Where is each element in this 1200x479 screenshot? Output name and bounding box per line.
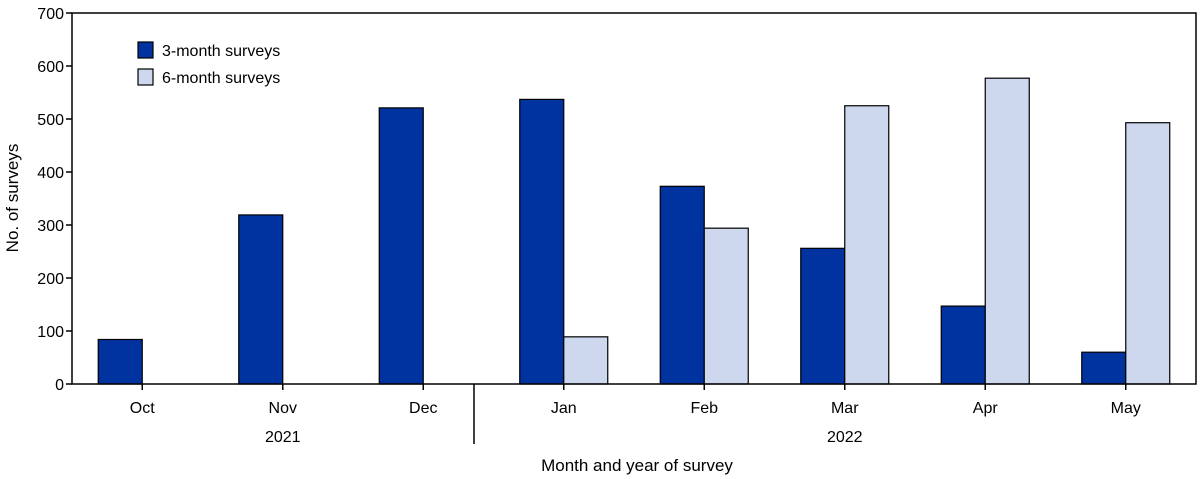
x-tick-label: Oct bbox=[130, 400, 155, 417]
bar-3-month-apr bbox=[940, 305, 986, 385]
x-tick-label: Apr bbox=[973, 400, 999, 417]
y-tick-label: 200 bbox=[37, 271, 64, 288]
x-tick-label: Feb bbox=[690, 400, 718, 417]
bar-6-month-jan bbox=[563, 336, 609, 385]
year-labels: 2021 2022 bbox=[265, 429, 863, 446]
year-label: 2021 bbox=[265, 429, 301, 446]
legend-swatch-3-month bbox=[137, 41, 154, 59]
y-tick-label: 500 bbox=[37, 112, 64, 129]
legend: 3-month surveys 6-month surveys bbox=[137, 41, 280, 87]
y-axis-ticks: 0 100 200 300 400 500 600 700 bbox=[37, 6, 72, 394]
y-axis-label: No. of surveys bbox=[3, 144, 22, 253]
legend-label: 6-month surveys bbox=[162, 70, 280, 87]
y-tick-label: 600 bbox=[37, 59, 64, 76]
x-axis-label: Month and year of survey bbox=[541, 456, 733, 475]
x-tick-label: Dec bbox=[409, 400, 437, 417]
x-tick-label: Jan bbox=[551, 400, 577, 417]
year-label: 2022 bbox=[827, 429, 863, 446]
x-tick-label: May bbox=[1111, 400, 1141, 417]
legend-label: 3-month surveys bbox=[162, 43, 280, 60]
bar-3-month-dec bbox=[378, 107, 424, 385]
y-tick-label: 0 bbox=[55, 377, 64, 394]
bars bbox=[97, 77, 1171, 385]
x-axis-ticks: Oct Nov Dec Jan Feb Mar Apr May bbox=[130, 384, 1141, 417]
bar-3-month-oct bbox=[97, 338, 143, 385]
bar-3-month-nov bbox=[238, 214, 284, 385]
bar-6-month-feb bbox=[703, 227, 749, 385]
x-tick-label: Nov bbox=[269, 400, 297, 417]
y-tick-label: 100 bbox=[37, 324, 64, 341]
y-tick-label: 700 bbox=[37, 6, 64, 23]
y-tick-label: 300 bbox=[37, 218, 64, 235]
legend-swatch-6-month bbox=[137, 68, 154, 86]
y-tick-label: 400 bbox=[37, 165, 64, 182]
x-tick-label: Mar bbox=[831, 400, 859, 417]
bar-3-month-mar bbox=[800, 247, 846, 385]
plot-frame bbox=[71, 12, 1197, 385]
bar-6-month-mar bbox=[844, 105, 890, 385]
bar-6-month-apr bbox=[984, 77, 1030, 385]
bar-6-month-may bbox=[1125, 122, 1171, 385]
bar-3-month-jan bbox=[519, 98, 565, 385]
bar-3-month-feb bbox=[659, 185, 705, 385]
bar-3-month-may bbox=[1081, 351, 1127, 385]
